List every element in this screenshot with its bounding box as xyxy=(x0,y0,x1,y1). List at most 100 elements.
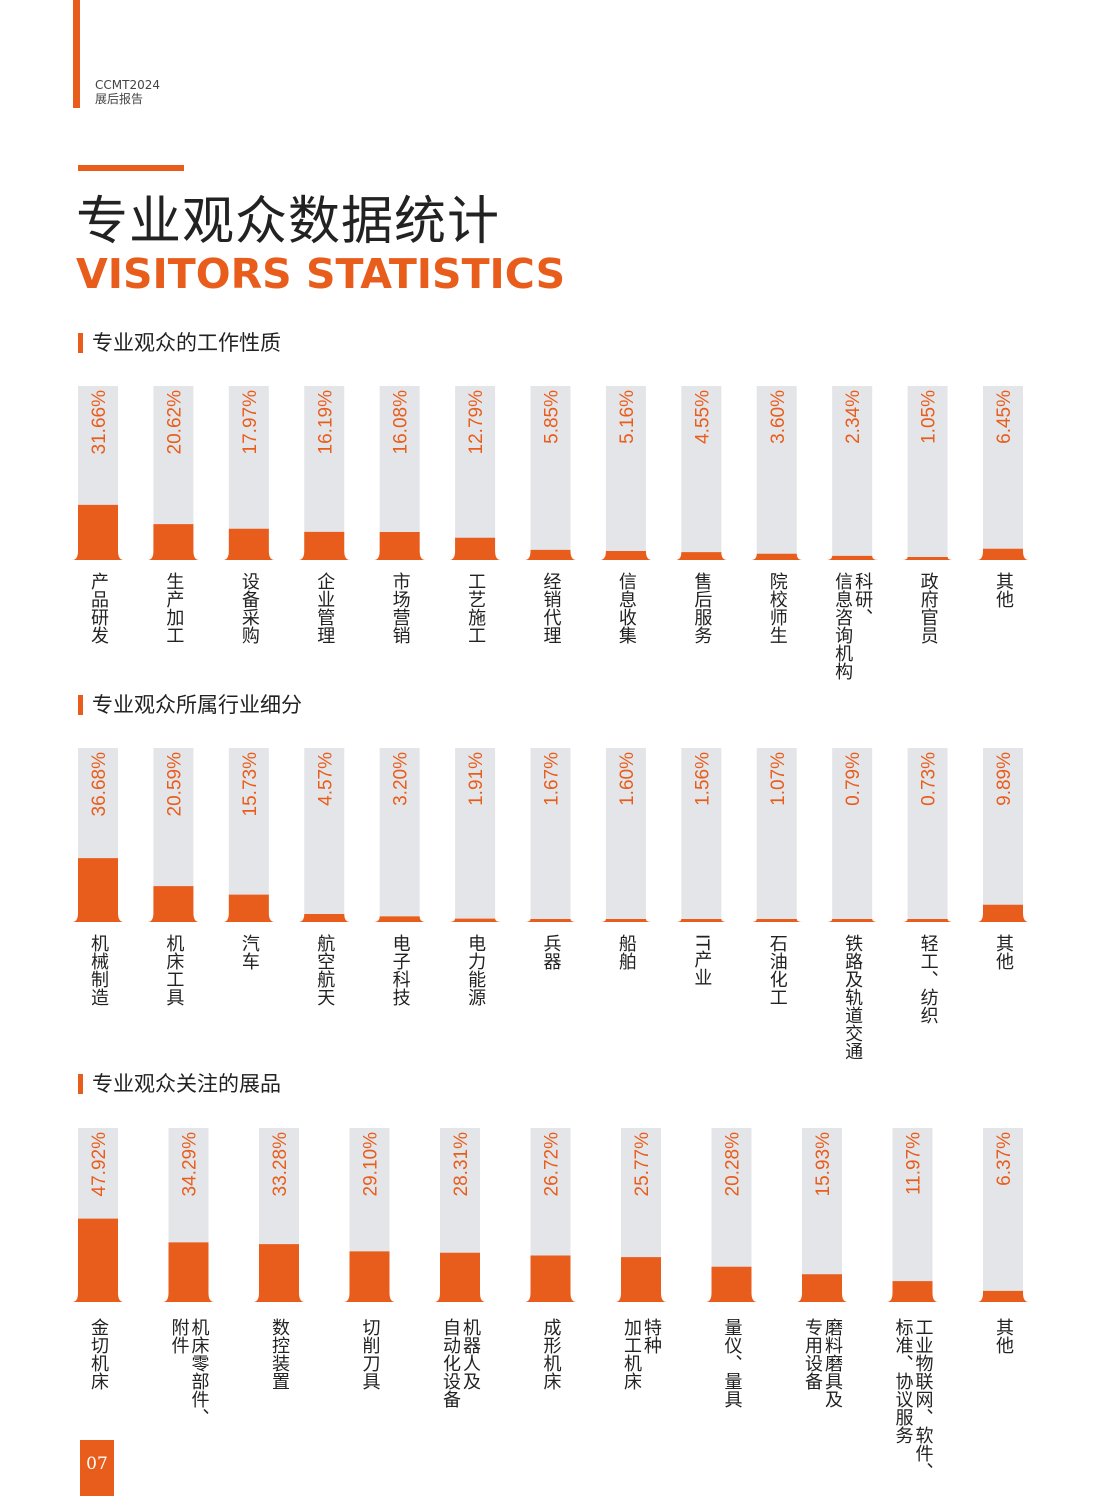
category-label: 汽车 xyxy=(238,934,260,970)
bar-track xyxy=(983,386,1023,560)
bar-value-label: 5.16% xyxy=(617,390,638,444)
bar xyxy=(750,919,803,922)
category-label: 电力能源 xyxy=(465,934,487,1006)
bar-value-label: 0.79% xyxy=(843,752,864,806)
bar-track xyxy=(605,748,646,922)
category-label: 产品研发 xyxy=(88,572,109,644)
bar xyxy=(615,1257,667,1302)
bar xyxy=(298,914,351,922)
bar xyxy=(524,549,577,560)
category-label: 科研、 信息咨询机构 xyxy=(832,572,874,680)
bar-value-label: 2.34% xyxy=(843,390,864,444)
bar-value-label: 1.60% xyxy=(617,752,638,806)
bar xyxy=(977,904,1029,922)
chart-svg: 47.92% 34.29% 33.28% 29.10% 28.31% 26.72% 25.7… xyxy=(72,1128,1029,1302)
category-label: 石油化工 xyxy=(766,934,788,1006)
category-label: 机床工具 xyxy=(163,934,185,1006)
bar-value-label: 11.97% xyxy=(904,1132,925,1195)
bar-track xyxy=(228,748,269,922)
bar-value-label: 20.62% xyxy=(164,390,185,455)
bar-value-label: 5.85% xyxy=(542,390,563,444)
category-label: 企业管理 xyxy=(314,572,336,644)
category-label: 轻工、纺织 xyxy=(917,934,939,1024)
bar xyxy=(222,528,275,560)
bar-value-label: 1.67% xyxy=(542,752,563,806)
chart-svg: 36.68% 20.59% 15.73% 4.57% 3.20% 1.91% 1.67% 1.… xyxy=(72,748,1029,922)
bar-track xyxy=(379,386,420,560)
category-label: 工业物联网、软件、 标准、协议服务 xyxy=(892,1318,934,1480)
top-accent-bar xyxy=(73,0,80,108)
bar-track xyxy=(681,748,722,922)
bar-value-label: 1.07% xyxy=(768,752,789,806)
bar xyxy=(599,551,652,560)
bar-value-label: 12.79% xyxy=(466,390,487,455)
section-title-industry: 专业观众所属行业细分 xyxy=(78,692,302,718)
brand-name: CCMT2024 xyxy=(95,78,160,92)
bar-track xyxy=(530,748,571,922)
page-number: 07 xyxy=(86,1454,108,1474)
category-label: 其他 xyxy=(993,572,1014,608)
page-title: 专业观众数据统计 xyxy=(76,192,501,252)
bar-value-label: 47.92% xyxy=(89,1132,110,1197)
bar-value-label: 3.60% xyxy=(768,390,789,444)
bar-value-label: 20.59% xyxy=(164,752,185,817)
bar xyxy=(675,552,728,560)
bar xyxy=(147,886,200,922)
bar-track xyxy=(304,748,345,922)
bar-value-label: 1.91% xyxy=(466,752,487,806)
bar xyxy=(796,1274,848,1302)
bar xyxy=(253,1244,305,1302)
bar-value-label: 25.77% xyxy=(632,1132,653,1197)
bar xyxy=(449,918,502,922)
chart-industry: 36.68% 20.59% 15.73% 4.57% 3.20% 1.91% 1.67% 1.… xyxy=(72,748,1029,1060)
bar xyxy=(147,524,200,560)
bar-value-label: 1.05% xyxy=(919,390,940,444)
bar xyxy=(705,1266,758,1302)
bar-value-label: 33.28% xyxy=(270,1132,291,1197)
chart-svg: 31.66% 20.62% 17.97% 16.19% 16.08% 12.79% 5.85… xyxy=(72,386,1029,560)
category-label: 电子科技 xyxy=(389,934,411,1006)
bar xyxy=(901,557,954,560)
bar xyxy=(72,858,124,922)
bar xyxy=(901,919,954,922)
bar-value-label: 16.08% xyxy=(391,390,412,455)
bar-track xyxy=(455,386,496,560)
category-label: 船舶 xyxy=(615,934,637,970)
bar-value-label: 20.28% xyxy=(723,1132,744,1197)
bar-value-label: 1.56% xyxy=(692,752,713,806)
bar-track xyxy=(455,748,496,922)
bar xyxy=(343,1251,396,1302)
report-label: 展后报告 xyxy=(95,92,144,106)
category-label: IT产业 xyxy=(691,934,713,987)
section-title-work-nature: 专业观众的工作性质 xyxy=(78,330,281,356)
category-label: 兵器 xyxy=(540,934,562,970)
bar xyxy=(162,1242,215,1302)
bar-track xyxy=(892,1128,933,1302)
bar-track xyxy=(907,748,948,922)
title-accent-line xyxy=(78,165,184,171)
section-title-exhibits: 专业观众关注的展品 xyxy=(78,1071,281,1097)
category-label: 成形机床 xyxy=(540,1318,562,1390)
bar-value-label: 28.31% xyxy=(451,1132,472,1197)
category-label: 工艺施工 xyxy=(465,572,487,644)
bar-track xyxy=(605,386,646,560)
bar xyxy=(977,1290,1029,1302)
bar-value-label: 0.73% xyxy=(919,752,940,806)
bar-track xyxy=(530,386,571,560)
bar xyxy=(886,1281,939,1302)
bar xyxy=(675,919,728,922)
category-label: 机械制造 xyxy=(88,934,109,1006)
bar-track xyxy=(907,386,948,560)
category-label: 数控装置 xyxy=(269,1318,290,1390)
category-label: 设备采购 xyxy=(238,572,260,644)
category-label: 磨料磨具及 专用设备 xyxy=(802,1318,843,1408)
bar-value-label: 15.73% xyxy=(240,752,261,817)
bar-track xyxy=(832,748,873,922)
bar-track xyxy=(379,748,420,922)
bar-value-label: 6.37% xyxy=(994,1132,1015,1186)
category-label: 金切机床 xyxy=(88,1318,109,1390)
bar xyxy=(222,894,275,922)
bar xyxy=(434,1252,486,1302)
category-label: 其他 xyxy=(993,934,1014,970)
category-label: 院校师生 xyxy=(766,572,788,644)
